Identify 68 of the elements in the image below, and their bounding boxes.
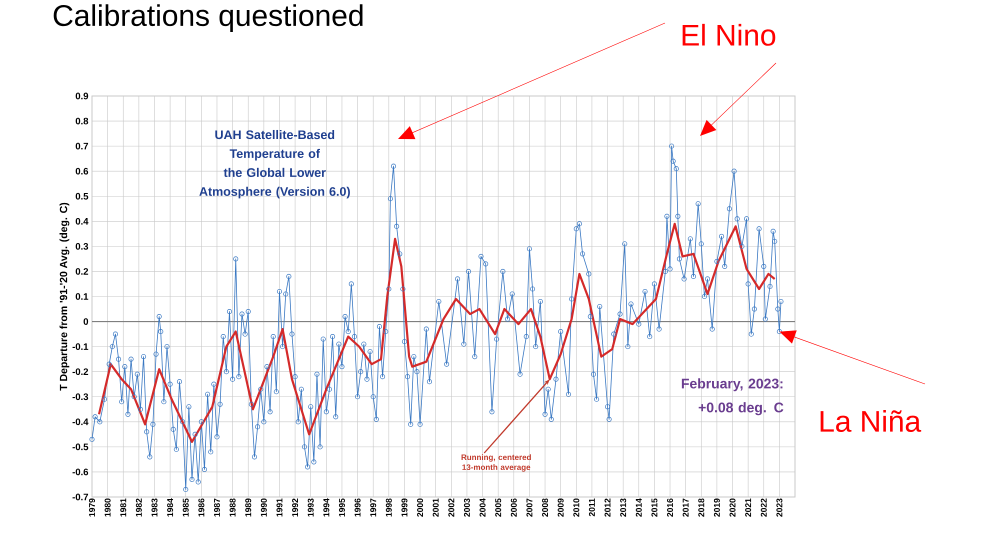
- x-tick-label: 1979: [89, 498, 95, 517]
- annotation: February, 2023: +0.08 deg. C: [682, 378, 784, 416]
- x-tick-label: 2013: [620, 498, 626, 517]
- x-tick-label: 1999: [401, 498, 408, 517]
- x-tick-label: 2001: [432, 498, 439, 517]
- x-tick-label: 2022: [760, 498, 767, 517]
- y-axis-title: T Departure from '91-'20 Avg. (deg. C): [60, 202, 70, 391]
- x-tick-label: 1997: [370, 498, 376, 517]
- x-tick-label: 1987: [214, 498, 220, 517]
- x-tick-label: 2002: [448, 498, 454, 517]
- x-tick-label: 2023: [776, 498, 782, 517]
- x-tick-label: 2016: [667, 498, 674, 517]
- y-tick-label: -0.1: [72, 343, 88, 350]
- y-tick-label: 0.3: [76, 243, 88, 250]
- x-tick-label: 1981: [120, 498, 126, 517]
- x-tick-label: 1982: [136, 498, 142, 517]
- y-tick-label: 0.7: [76, 142, 88, 150]
- x-tick-label: 2007: [526, 498, 532, 517]
- y-tick-label: 0.5: [76, 192, 88, 200]
- text: El Nino: [682, 24, 776, 46]
- y-tick-label: 0.6: [76, 168, 88, 175]
- x-tick-label: 2019: [714, 498, 720, 517]
- x-tick-label: 2014: [636, 498, 642, 517]
- y-tick-label: 0.8: [76, 118, 88, 124]
- x-tick-label: 1980: [104, 498, 111, 517]
- x-tick-label: 1992: [292, 498, 298, 517]
- x-tick-label: 2005: [495, 498, 502, 517]
- x-tick-label: 2011: [588, 498, 595, 516]
- y-tick-label: 0.4: [76, 218, 88, 225]
- x-tick-label: 2000: [417, 498, 424, 517]
- x-tick-label: 1993: [308, 498, 314, 517]
- x-tick-label: 2018: [698, 498, 704, 517]
- x-tick-label: 1989: [245, 498, 252, 517]
- annotation: UAH Satellite-Based Temperature of the Global Lower Atmosphere (Version 6.0): [199, 130, 350, 198]
- annotation: La Niña: [820, 410, 922, 432]
- x-tick-label: 2015: [651, 498, 658, 517]
- x-tick-label: 2009: [558, 498, 564, 517]
- x-tick-label: 2008: [542, 498, 548, 517]
- x-tick-label: 2004: [480, 498, 486, 517]
- y-tick-label: 0.9: [76, 92, 88, 100]
- y-tick-label: -0.6: [72, 468, 88, 476]
- x-tick-label: 1990: [260, 498, 267, 517]
- x-tick-label: 1984: [167, 498, 174, 517]
- x-tick-label: 1994: [323, 498, 330, 517]
- x-tick-label: 2020: [730, 498, 736, 517]
- y-tick-label: 0.2: [76, 268, 88, 275]
- y-tick-label: -0.7: [72, 494, 88, 500]
- x-tick-label: 2006: [510, 498, 517, 517]
- x-tick-label: 2003: [464, 498, 470, 517]
- y-tick-label: -0.4: [72, 418, 88, 426]
- x-tick-label: 1986: [198, 498, 204, 517]
- x-tick-label: 1983: [151, 498, 158, 517]
- x-tick-label: 1995: [338, 498, 345, 517]
- chart-title: Calibrations questioned: [54, 4, 363, 32]
- x-tick-label: 2017: [682, 498, 689, 517]
- x-tick-label: 1988: [230, 498, 236, 517]
- x-tick-label: 2010: [573, 498, 580, 517]
- y-tick-label: -0.5: [72, 444, 88, 450]
- y-tick-label: 0: [84, 318, 88, 325]
- y-tick-label: 0.1: [76, 293, 88, 300]
- x-tick-label: 2021: [745, 498, 752, 517]
- x-tick-label: 1996: [354, 498, 361, 517]
- x-tick-label: 2012: [604, 498, 611, 517]
- x-tick-label: 1985: [182, 498, 189, 517]
- x-tick-label: 1998: [386, 498, 392, 517]
- y-tick-label: -0.3: [72, 393, 88, 400]
- x-tick-label: 1991: [276, 498, 282, 517]
- y-tick-label: -0.2: [72, 368, 88, 376]
